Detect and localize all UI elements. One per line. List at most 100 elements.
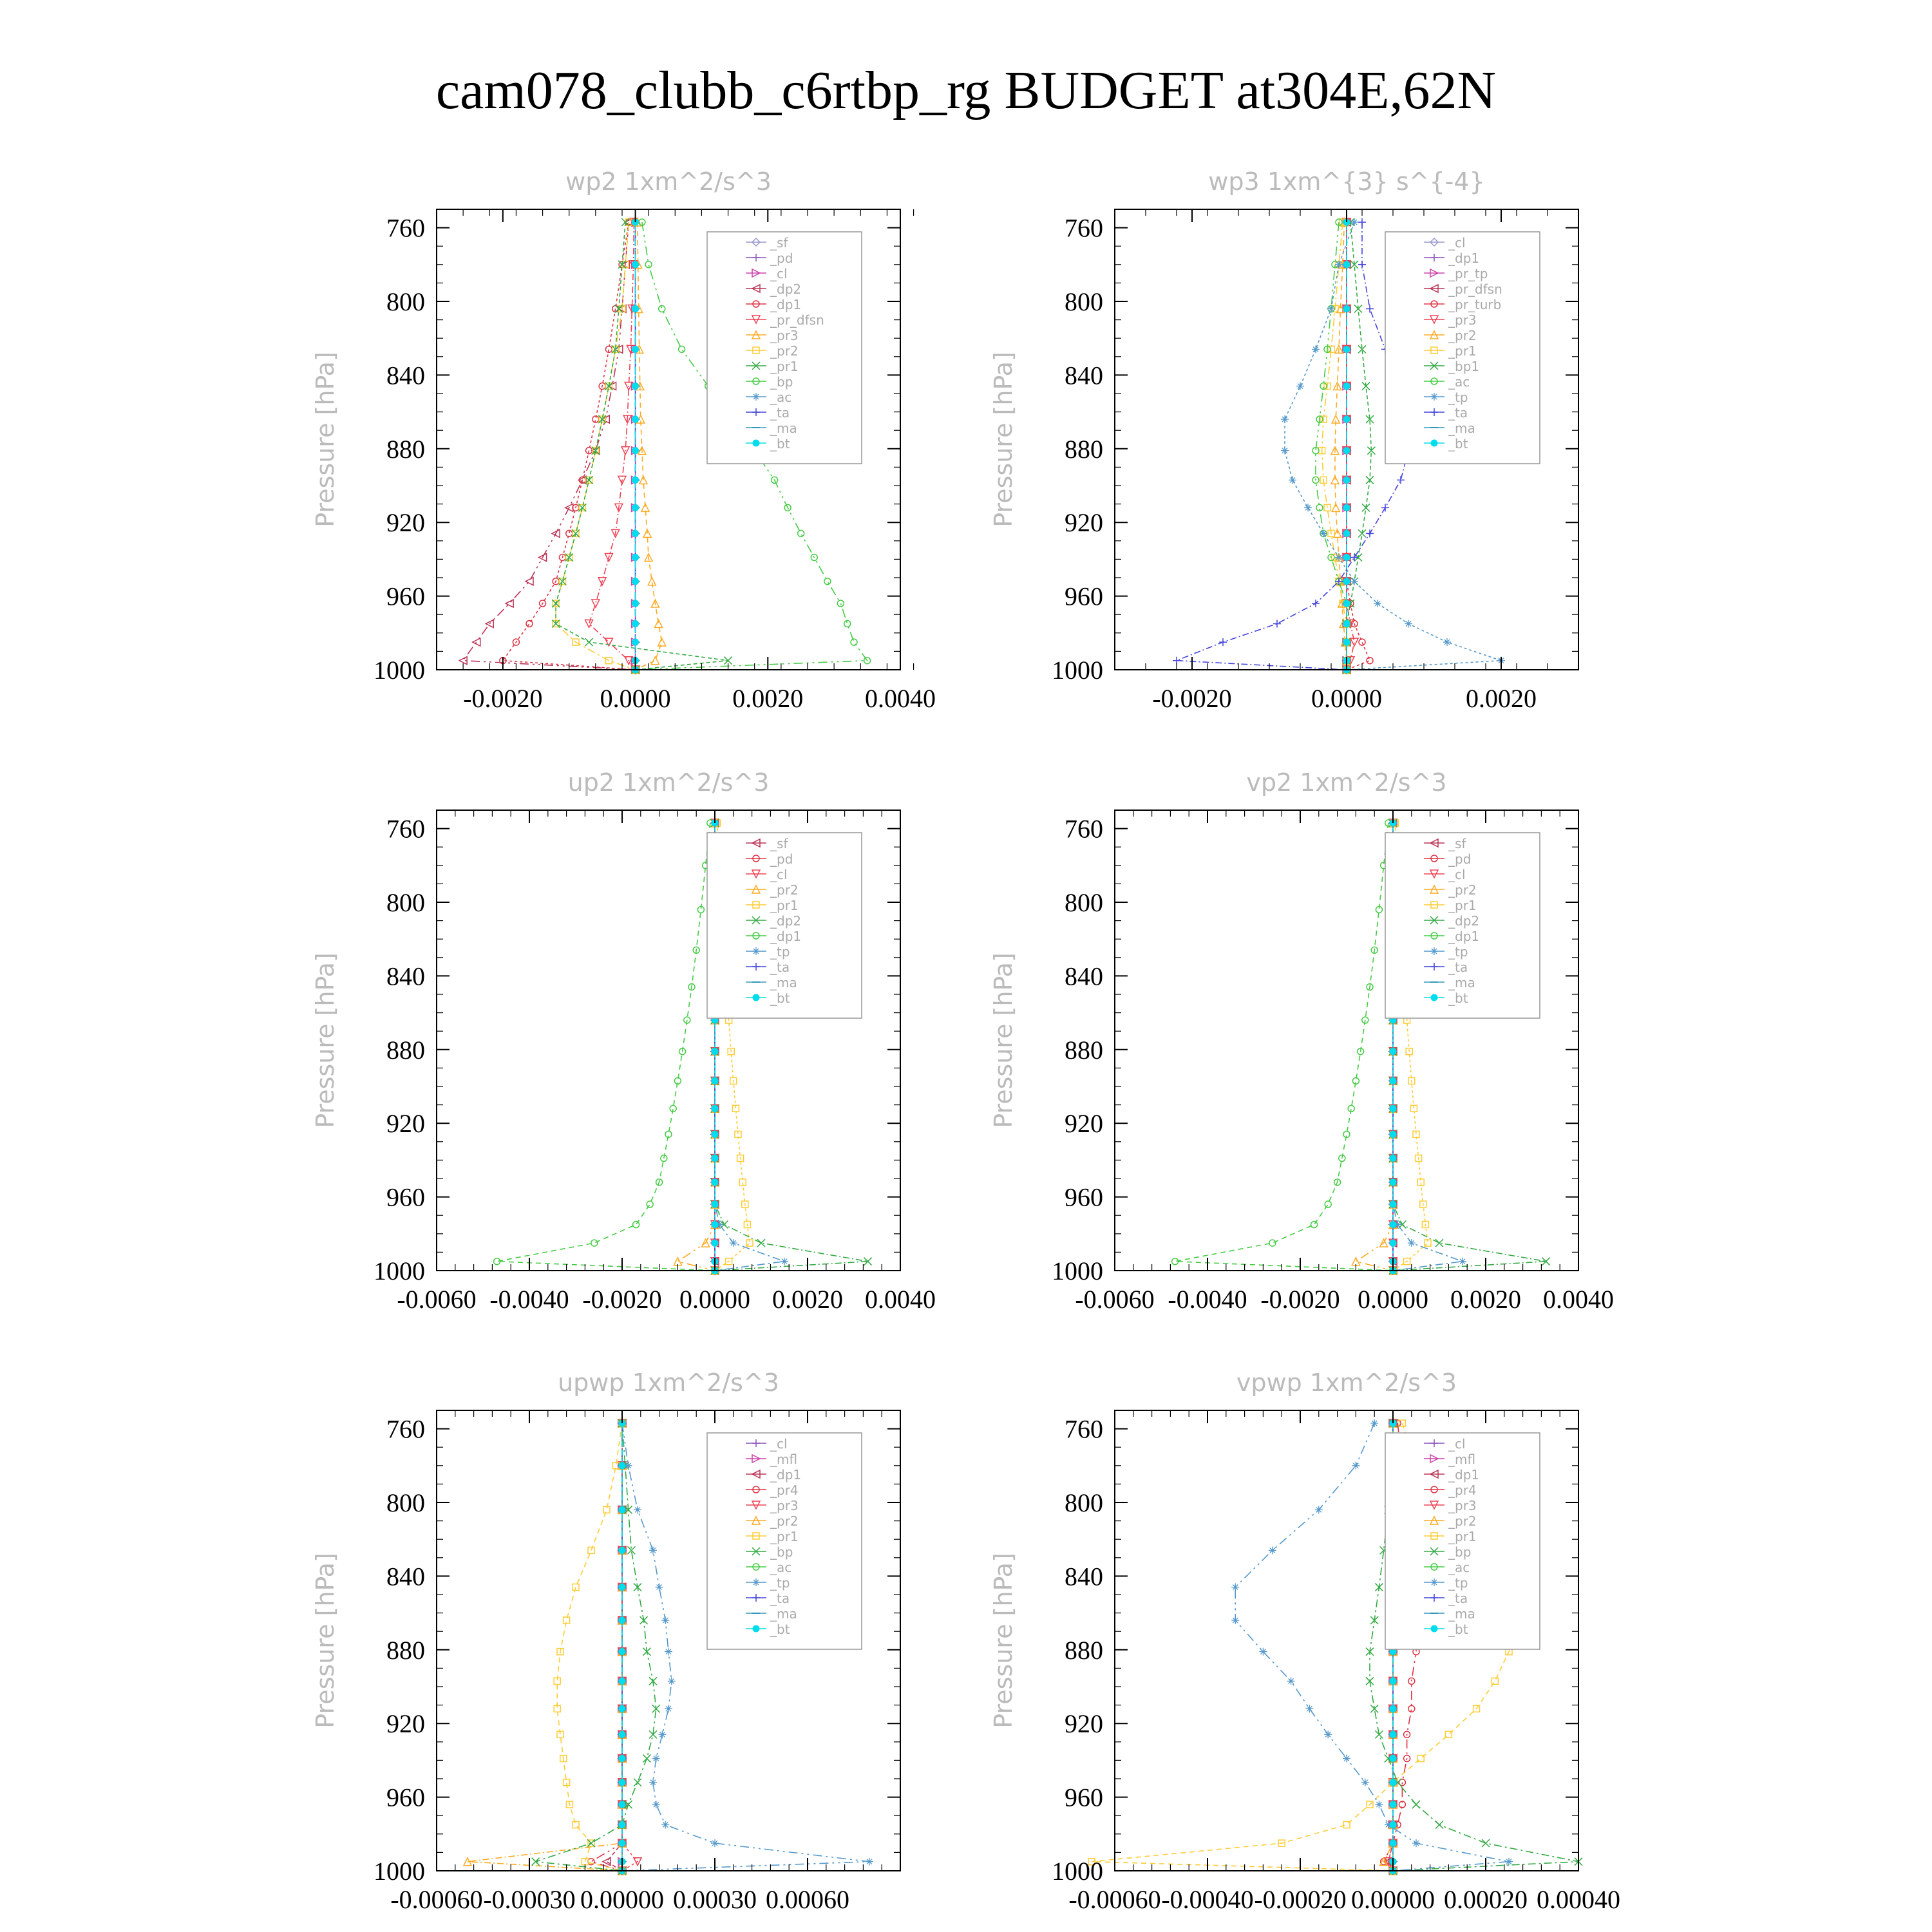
data-point [1403,1257,1411,1265]
legend-item-bp: _bp [746,1544,793,1560]
legend-marker [1429,869,1439,879]
data-point [643,552,654,562]
data-point [1389,1677,1397,1685]
data-point [1343,1130,1350,1139]
legend: _cl_mfl_dp1_pr4_pr3_pr2_pr1_bp_ac_tp_ta_… [1385,1432,1540,1650]
data-point [1358,345,1367,354]
legend-item-ma: _ma [746,975,797,990]
data-point [1343,1754,1350,1763]
data-point [618,1616,626,1624]
panel-title: upwp 1xm^2/s^3 [558,1368,779,1397]
data-point [1323,504,1331,512]
data-point [1312,476,1320,484]
series-bt [1343,218,1350,674]
legend-label: _bt [770,990,790,1006]
y-tick-label: 1000 [1052,1256,1103,1285]
data-point [1343,383,1350,390]
data-point [493,1257,501,1265]
legend-item-dp1: _dp1 [1424,251,1479,266]
legend-label: _dp1 [770,929,801,944]
legend-box [1385,231,1540,464]
data-point [711,1179,719,1186]
panels: wp2 1xm^2/s^3 Pressure [hPa] 760 800 840 880 9… [311,167,1620,1914]
x-tick-label: 0.0020 [772,1285,843,1314]
data-point [624,1505,633,1514]
data-point [674,1077,682,1085]
data-point [632,554,639,562]
legend-item-ta: _ta [1424,1591,1468,1606]
legend-item-bp1: _bp1 [1424,359,1479,374]
data-point [645,261,652,269]
data-point [632,504,639,511]
x-tick-label: 0.00000 [1351,1885,1435,1914]
data-point [642,528,652,538]
legend-label: _pr_tp [1448,266,1488,281]
data-point [1327,305,1335,313]
legend-marker [752,346,760,354]
data-point [649,1730,658,1739]
data-point [1231,1583,1240,1591]
data-point [597,576,607,587]
data-point [531,1857,540,1866]
data-point [1332,528,1342,538]
legend-item-pr_tp: _pr_tp [1424,266,1488,281]
series-tp [1281,218,1505,674]
legend-item-sf: _sf [746,235,788,251]
data-point [1389,1155,1397,1162]
data-point [711,1155,719,1162]
data-point [729,1239,737,1247]
plot-frame [436,1410,901,1871]
y-tick-label: 960 [386,1783,425,1812]
data-point [551,599,560,608]
legend-item-cl: _cl [1424,235,1466,251]
y-tick-label: 800 [1065,1488,1103,1517]
x-tick-label: 0.0000 [679,1285,750,1314]
panel-title: wp2 1xm^2/s^3 [565,167,772,196]
series-line [497,822,715,1271]
data-point [634,1506,641,1514]
panel-2: wp3 1xm^{3} s^{-4} Pressure [hPa] 760 800 84… [989,167,1579,713]
data-point [471,637,481,647]
data-point [1412,1130,1420,1139]
x-tick-label: 0.0020 [732,684,803,713]
series-line [1321,222,1347,670]
data-point [1389,1239,1397,1247]
data-point [552,600,560,607]
data-point [598,415,606,423]
x-tick-label: -0.0040 [489,1285,569,1314]
data-point [665,1705,672,1713]
data-point [1332,381,1342,391]
data-point [618,1821,626,1828]
data-point [850,638,858,646]
series-line [535,1423,657,1871]
data-point [632,261,639,269]
data-point [1505,1857,1513,1866]
data-point [591,446,600,455]
legend-item-cl: _cl [746,266,788,281]
legend-marker [1430,963,1438,971]
legend-marker [1430,346,1438,354]
panel-title: up2 1xm^2/s^3 [568,768,770,797]
legend-item-cl: _cl [746,867,788,882]
series-pr3 [630,217,667,674]
data-point [1389,1705,1397,1712]
legend-item-pr_dfsn: _pr_dfsn [1424,281,1502,297]
legend-label: _pd [770,851,793,867]
data-point [1384,1821,1392,1829]
legend-marker [1430,916,1439,925]
data-point [624,656,634,666]
data-point [618,1755,626,1763]
legend-item-pr_dfsn: _pr_dfsn [746,312,824,328]
x-tick-label: -0.00060 [390,1885,482,1914]
data-point [605,382,613,390]
x-tick-label: -0.0020 [1260,1285,1340,1314]
data-point [1231,1616,1240,1625]
legend-marker [1430,268,1439,278]
data-point [1323,382,1331,390]
data-point [665,1647,672,1656]
data-point [1316,415,1323,423]
data-point [632,415,639,423]
legend-label: _cl [770,266,788,281]
data-point [649,1778,657,1786]
data-point [1435,1238,1444,1247]
